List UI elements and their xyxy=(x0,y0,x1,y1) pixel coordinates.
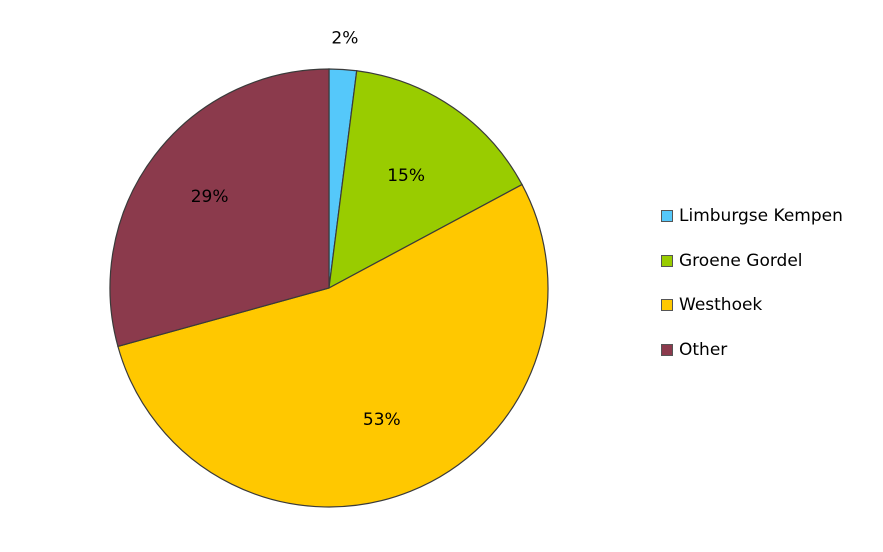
data-label-limburgse-kempen: 2% xyxy=(331,29,358,49)
pie-slice-groene-gordel xyxy=(328,70,523,290)
legend-swatch-groene-gordel xyxy=(661,254,673,267)
legend-item-limburgse-kempen: Limburgse Kempen xyxy=(661,205,843,227)
legend-label-other: Other xyxy=(679,339,728,360)
data-label-groene-gordel: 15% xyxy=(387,166,425,186)
legend-item-other: Other xyxy=(661,339,843,361)
legend-item-groene-gordel: Groene Gordel xyxy=(661,250,843,272)
legend-swatch-westhoek xyxy=(661,299,673,311)
legend-swatch-other xyxy=(661,343,673,356)
legend-item-westhoek: Westhoek xyxy=(661,294,843,316)
legend-label-groene-gordel: Groene Gordel xyxy=(679,250,803,271)
data-label-westhoek: 53% xyxy=(363,410,401,430)
pie-slice-other xyxy=(109,68,330,348)
data-label-other: 29% xyxy=(191,187,229,207)
legend: Limburgse Kempen Groene Gordel Westhoek … xyxy=(661,205,843,383)
pie-slice-westhoek xyxy=(117,183,549,508)
legend-swatch-limburgse-kempen xyxy=(661,210,673,222)
legend-label-westhoek: Westhoek xyxy=(679,295,763,315)
legend-label-limburgse-kempen: Limburgse Kempen xyxy=(679,206,843,226)
